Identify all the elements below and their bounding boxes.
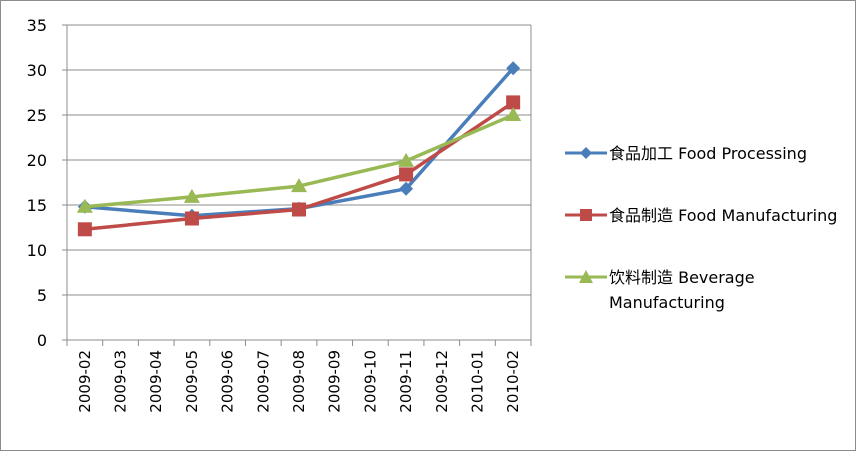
x-tick-label: 2009-02 [76,350,94,413]
data-point-triangle [291,178,307,193]
data-point-square [506,95,521,110]
legend-label-food-manufacturing: 食品制造 Food Manufacturing [609,206,838,225]
y-tick-label: 30 [27,61,47,80]
data-point-triangle [183,188,200,203]
y-tick-label: 15 [27,196,47,215]
series-layer [76,61,522,237]
series-line-triangle [84,113,514,209]
data-point-triangle [76,198,93,213]
y-tick-label: 35 [27,16,47,35]
legend-marker-triangle [579,270,593,283]
y-tick-label: 5 [37,286,47,305]
y-tick-label: 25 [27,106,47,125]
legend-label-beverage-manufacturing: 饮料制造 Beverage Manufacturing [609,268,755,312]
legend-item-food-processing: 食品加工 Food Processing [563,141,843,203]
data-point-square [77,222,92,237]
y-tick-label: 20 [27,151,47,170]
legend-key-food-manufacturing [565,209,607,221]
x-tick-label: 2010-01 [468,350,486,413]
data-point-diamond [399,181,414,196]
legend-key-beverage-manufacturing [565,270,607,283]
data-point-triangle [398,152,415,167]
x-tick-label: 2009-07 [254,350,272,413]
x-tick-label: 2009-11 [397,350,415,413]
y-tick-label: 10 [27,241,47,260]
x-tick-label: 2009-10 [361,350,379,413]
legend-label-food-processing: 食品加工 Food Processing [609,144,807,163]
data-point-triangle [505,107,522,121]
x-tick-label: 2009-06 [219,350,237,413]
legend-marker-square [580,209,592,221]
x-tick-label: 2009-12 [433,350,451,413]
legend-item-food-manufacturing: 食品制造 Food Manufacturing [563,203,843,265]
data-point-square [292,202,306,217]
legend-item-beverage-manufacturing: 饮料制造 Beverage Manufacturing [563,265,843,327]
data-point-square [399,167,414,182]
x-tick-label: 2009-03 [112,350,130,413]
legend: 食品加工 Food Processing 食品制造 Food Manufactu… [563,141,843,327]
x-tick-label: 2009-04 [147,350,165,413]
legend-marker-diamond [580,147,592,159]
x-tick-label: 2009-08 [290,350,308,413]
y-tick-label: 0 [37,331,47,350]
x-tick-label: 2009-09 [326,350,344,413]
x-tick-label: 2009-05 [183,350,201,413]
axis-layer: 0 5 10 15 20 25 30 35 2009-02 2009-03 2009-04 2009-… [27,16,532,413]
data-point-square [184,211,199,226]
x-tick-label: 2010-02 [504,350,522,413]
legend-key-food-processing [565,147,607,159]
